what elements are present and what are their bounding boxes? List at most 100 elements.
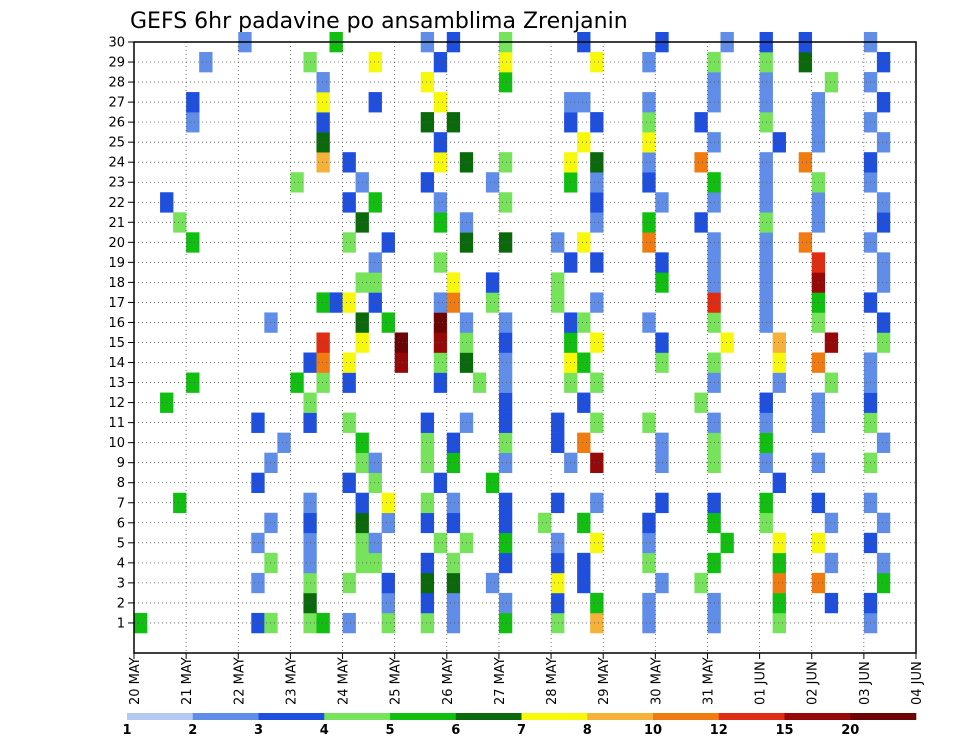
- precip-cell: [772, 472, 786, 494]
- precip-cell: [694, 112, 708, 133]
- colorbar-swatch: [718, 713, 785, 720]
- precip-cell: [368, 192, 382, 213]
- precip-cell: [876, 312, 891, 333]
- precip-cell: [590, 592, 604, 614]
- y-tick-label: 4: [117, 556, 125, 571]
- precip-cell: [876, 252, 891, 273]
- precip-cell: [368, 52, 382, 73]
- precip-cell: [551, 232, 565, 253]
- precip-cell: [772, 332, 786, 353]
- x-tick-label: 28 MAY: [545, 657, 560, 705]
- precip-cell: [368, 472, 382, 494]
- precip-cell: [420, 72, 435, 93]
- y-tick-label: 10: [108, 436, 125, 451]
- precip-cell: [551, 592, 565, 614]
- precip-cell: [498, 412, 513, 433]
- colorbar-label: 10: [644, 723, 662, 738]
- y-tick-label: 25: [108, 136, 125, 151]
- y-tick-label: 23: [108, 176, 125, 191]
- precip-cell: [694, 572, 708, 594]
- precip-cell: [433, 472, 448, 494]
- precip-cell: [420, 592, 435, 614]
- precip-cell: [134, 612, 148, 634]
- precip-cell: [590, 492, 604, 514]
- precip-cell: [173, 492, 187, 514]
- y-tick-label: 19: [108, 256, 125, 271]
- precip-cell: [420, 512, 435, 534]
- precip-cell: [577, 312, 591, 333]
- y-tick-label: 28: [108, 76, 125, 91]
- precip-cell: [498, 192, 513, 213]
- precip-cell: [498, 492, 513, 514]
- precip-cell: [798, 152, 813, 173]
- precip-cell: [316, 612, 330, 634]
- colorbar-label: 12: [710, 723, 728, 738]
- precip-cell: [446, 592, 461, 614]
- precip-cell: [485, 272, 500, 293]
- precip-cell: [642, 512, 656, 534]
- y-tick-label: 2: [117, 596, 125, 611]
- precip-cell: [824, 332, 839, 353]
- precip-cell: [433, 532, 448, 554]
- precip-cell: [277, 432, 291, 453]
- precip-cell: [342, 572, 356, 594]
- x-tick-label: 24 MAY: [337, 657, 352, 705]
- precip-cell: [772, 592, 786, 614]
- colorbar-label: 8: [583, 723, 592, 738]
- precip-cell: [720, 332, 734, 353]
- colorbar-label: 2: [188, 723, 197, 738]
- y-tick-label: 24: [108, 156, 125, 171]
- colorbar-swatch: [850, 713, 917, 720]
- precip-cell: [498, 452, 513, 473]
- precip-cell: [498, 312, 513, 333]
- precip-cell: [498, 332, 513, 353]
- precip-cell: [186, 372, 200, 393]
- precip-cell: [577, 432, 591, 453]
- precip-cell: [446, 552, 461, 574]
- precip-cell: [655, 452, 669, 473]
- precip-cell: [876, 92, 891, 113]
- precip-cell: [642, 52, 656, 73]
- precip-cell: [342, 412, 356, 433]
- precip-cell: [590, 372, 604, 393]
- precip-cell: [420, 412, 435, 433]
- precip-cell: [199, 52, 213, 73]
- y-tick-label: 15: [108, 336, 125, 351]
- x-tick-label: 03 JUN: [858, 661, 873, 705]
- y-tick-label: 6: [117, 516, 125, 531]
- precip-cell: [577, 132, 591, 153]
- y-tick-label: 27: [108, 96, 125, 111]
- precip-cell: [824, 592, 839, 614]
- precip-cell: [173, 212, 187, 233]
- precip-cell: [772, 352, 786, 373]
- y-tick-label: 3: [117, 576, 125, 591]
- y-tick-label: 16: [108, 316, 125, 331]
- precip-cell: [772, 612, 786, 634]
- colorbar-label: 15: [775, 723, 793, 738]
- precip-cell: [251, 532, 265, 554]
- precip-cell: [381, 512, 395, 534]
- precip-cell: [368, 92, 382, 113]
- precip-cell: [498, 152, 513, 173]
- precip-cell: [368, 552, 382, 574]
- y-tick-label: 20: [108, 236, 125, 251]
- y-tick-label: 13: [108, 376, 125, 391]
- precip-cell: [368, 292, 382, 313]
- precip-cell: [342, 152, 356, 173]
- precip-cell: [420, 552, 435, 574]
- precip-cell: [251, 572, 265, 594]
- y-tick-label: 11: [108, 416, 125, 431]
- precip-cell: [446, 292, 461, 313]
- cells-layer: [134, 31, 891, 634]
- precip-cell: [642, 152, 656, 173]
- precip-cell: [433, 372, 448, 393]
- colorbar-swatch: [127, 713, 194, 720]
- plot-frame: [133, 41, 917, 654]
- precip-cell: [655, 252, 669, 273]
- precip-cell: [485, 172, 500, 193]
- y-tick-label: 30: [108, 36, 125, 51]
- precip-cell: [642, 212, 656, 233]
- y-tick-label: 26: [108, 116, 125, 131]
- precip-cell: [381, 312, 395, 333]
